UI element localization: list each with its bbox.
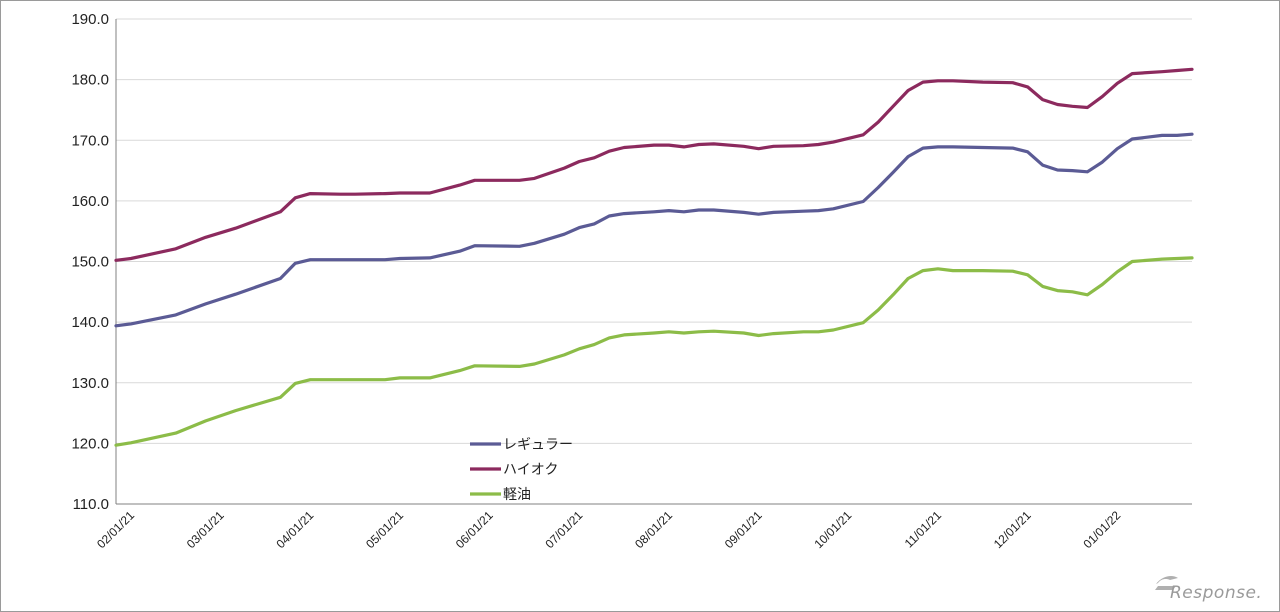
watermark: Response.: [1155, 576, 1262, 603]
y-tick-label: 180.0: [71, 72, 109, 89]
y-tick-label: 160.0: [71, 193, 109, 210]
y-tick-labels: 110.0 120.0 130.0 140.0 150.0 160.0 170.0 180.0…: [71, 11, 109, 513]
series-line-2: [114, 256, 1194, 447]
y-tick-label: 190.0: [71, 11, 109, 28]
y-tick-label: 110.0: [73, 496, 109, 513]
y-tick-label: 150.0: [71, 254, 109, 271]
legend-label-2: 軽油: [503, 487, 531, 503]
series-line-0: [114, 132, 1194, 328]
y-tick-label: 120.0: [71, 435, 109, 452]
legend-label-1: ハイオク: [503, 462, 558, 478]
y-tick-label: 170.0: [71, 132, 109, 149]
y-tick-label: 140.0: [71, 314, 109, 331]
y-tick-label: 130.0: [71, 375, 109, 392]
watermark-text: Response.: [1170, 583, 1262, 603]
response-logo-icon: [1155, 576, 1178, 590]
legend-label-0: レギュラー: [503, 437, 573, 453]
series-line-1: [114, 67, 1194, 262]
series-lines: [114, 67, 1194, 447]
